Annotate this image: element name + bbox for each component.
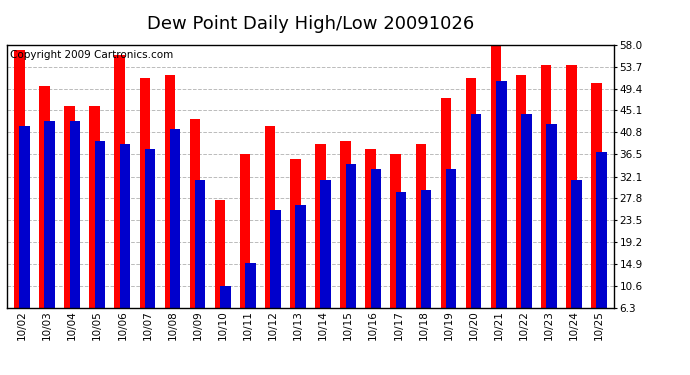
Bar — [521, 114, 532, 339]
Bar — [571, 180, 582, 339]
Bar — [496, 81, 506, 339]
Bar — [95, 141, 105, 339]
Bar — [145, 149, 155, 339]
Bar — [541, 65, 551, 339]
Bar — [89, 106, 100, 339]
Bar — [290, 159, 301, 339]
Bar — [491, 45, 502, 339]
Bar — [591, 83, 602, 339]
Bar — [170, 129, 180, 339]
Bar — [346, 164, 356, 339]
Bar — [190, 118, 200, 339]
Bar — [295, 205, 306, 339]
Bar — [240, 154, 250, 339]
Bar — [14, 50, 25, 339]
Bar — [415, 144, 426, 339]
Bar — [516, 75, 526, 339]
Text: Dew Point Daily High/Low 20091026: Dew Point Daily High/Low 20091026 — [147, 15, 474, 33]
Bar — [441, 98, 451, 339]
Bar — [165, 75, 175, 339]
Bar — [365, 149, 376, 339]
Bar — [566, 65, 577, 339]
Bar — [446, 170, 456, 339]
Bar — [70, 121, 80, 339]
Bar — [245, 263, 256, 339]
Bar — [44, 121, 55, 339]
Bar — [320, 180, 331, 339]
Bar — [546, 124, 557, 339]
Bar — [39, 86, 50, 339]
Bar — [466, 78, 476, 339]
Bar — [596, 152, 607, 339]
Bar — [220, 286, 230, 339]
Bar — [315, 144, 326, 339]
Bar — [340, 141, 351, 339]
Bar — [270, 210, 281, 339]
Bar — [139, 78, 150, 339]
Bar — [195, 180, 206, 339]
Bar — [421, 190, 431, 339]
Bar — [215, 200, 226, 339]
Bar — [19, 126, 30, 339]
Bar — [471, 114, 482, 339]
Bar — [115, 55, 125, 339]
Bar — [64, 106, 75, 339]
Bar — [265, 126, 275, 339]
Bar — [395, 192, 406, 339]
Text: Copyright 2009 Cartronics.com: Copyright 2009 Cartronics.com — [10, 50, 173, 60]
Bar — [371, 170, 381, 339]
Bar — [119, 144, 130, 339]
Bar — [391, 154, 401, 339]
